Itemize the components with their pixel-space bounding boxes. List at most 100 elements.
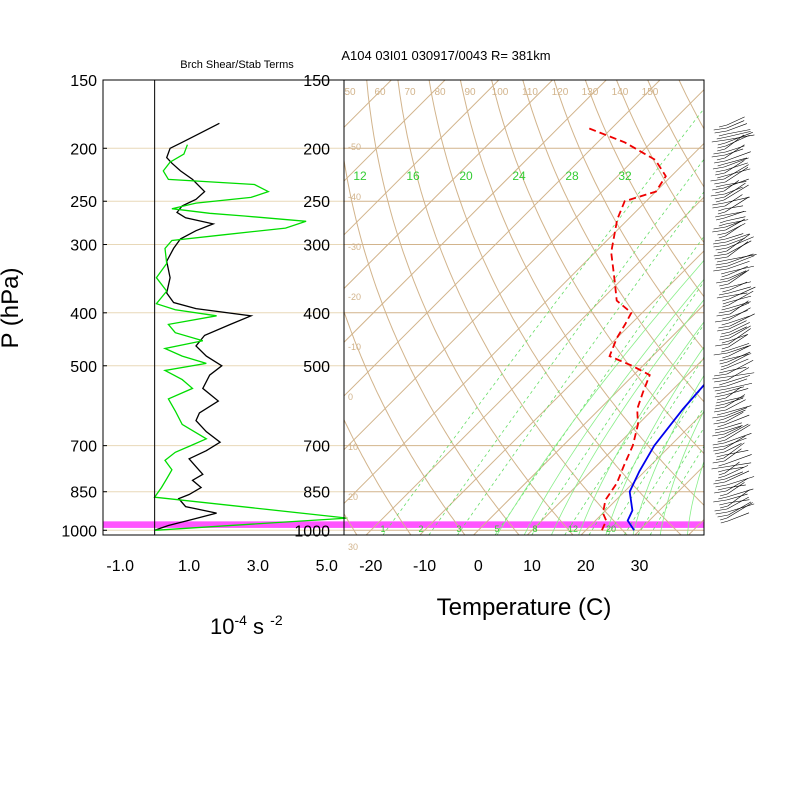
wind-barb <box>727 477 754 485</box>
wind-barb-flag <box>720 494 727 496</box>
wind-barb-flag <box>715 173 725 175</box>
wind-barb-flag <box>720 359 728 361</box>
wind-barb-flag <box>718 164 725 166</box>
wind-barb-flag <box>715 320 729 322</box>
wind-barb-flag <box>722 356 728 358</box>
shear-panel-title: Brch Shear/Stab Terms <box>180 59 294 71</box>
mixing-ratio-line <box>565 95 800 535</box>
wind-barb-flag <box>717 149 725 151</box>
wind-barb-flag <box>713 269 727 271</box>
wind-barb-flag <box>713 242 726 244</box>
wind-barb-flag <box>713 152 725 154</box>
wind-barb-flag <box>716 458 724 460</box>
wind-barb-flag <box>714 380 727 382</box>
wind-barb-flag <box>722 305 728 307</box>
wind-barb-flag <box>719 383 726 385</box>
wind-barb <box>728 254 753 263</box>
wind-barb <box>727 237 754 248</box>
wind-barb-flag <box>720 287 729 289</box>
wind-barb-flag <box>715 389 727 391</box>
wind-barb-flag <box>714 410 726 412</box>
wind-barb-flag <box>718 251 727 253</box>
isotherm <box>742 80 800 535</box>
dry-adiabat <box>710 80 800 535</box>
wind-barb-flag <box>718 515 729 517</box>
wind-barb <box>725 387 744 392</box>
dry-adiabat <box>773 80 800 535</box>
dry-adiabat <box>741 80 800 535</box>
wind-barb-flag <box>714 161 725 163</box>
wind-barb-flag <box>716 170 726 172</box>
wind-barb-flag <box>719 371 727 373</box>
wind-barb <box>729 282 751 287</box>
dry-adiabat-label: 60 <box>374 87 386 98</box>
wind-barb <box>729 308 751 320</box>
wind-barb-flag <box>713 443 725 445</box>
left-x-tick-label: -1.0 <box>106 558 134 575</box>
wind-barb-flag <box>715 191 724 193</box>
wind-barb-flag <box>717 392 726 394</box>
wind-barb-flag <box>714 422 726 424</box>
wind-barb-flag <box>713 449 724 451</box>
skewt-title: A104 03I01 030917/0043 R= 381km <box>341 48 550 63</box>
wind-barb-flag <box>717 260 727 262</box>
wind-barb-flag <box>716 512 728 514</box>
wind-barb-flag <box>717 296 729 298</box>
wind-barb <box>728 502 751 515</box>
isotherm-label: -20 <box>348 292 361 302</box>
wind-barb-flag <box>715 197 725 199</box>
mixing-ratio-line <box>638 95 800 535</box>
wind-barb <box>726 135 750 146</box>
mixing-ratio-label: 28 <box>565 169 579 183</box>
mixing-ratio-label: 12 <box>353 169 367 183</box>
wind-barb-flag <box>722 347 729 349</box>
wind-barb <box>725 197 749 212</box>
wind-barb-flag <box>715 239 726 241</box>
skewt-x-tick-label: 20 <box>577 558 595 575</box>
wind-barb-flag <box>714 254 727 256</box>
wind-barb-flag <box>722 290 729 292</box>
wind-barb-flag <box>712 377 726 379</box>
wind-barb-flag <box>718 425 725 427</box>
wind-barb-flag <box>719 338 729 340</box>
skewt-profile-0 <box>628 117 800 531</box>
wind-barb-flag <box>712 416 725 418</box>
left-series-line-0 <box>155 123 251 530</box>
wind-barb <box>728 490 750 506</box>
wind-barb-flag <box>719 473 725 475</box>
wind-barb-flag <box>716 263 728 265</box>
wind-barb <box>729 271 746 278</box>
dry-adiabat-label: 70 <box>404 87 416 98</box>
skewt-y-tick-label: 200 <box>303 141 330 158</box>
left-x-tick-label: 5.0 <box>316 558 338 575</box>
skewt-x-tick-label: 10 <box>523 558 541 575</box>
wind-barb <box>725 471 749 482</box>
left-y-tick-label: 700 <box>70 439 97 456</box>
mixing-ratio-bottom-label: 20 <box>606 524 616 534</box>
dry-adiabat-label: 130 <box>582 87 599 98</box>
wind-barb-flag <box>718 212 725 214</box>
dry-adiabat-label: 110 <box>522 87 538 98</box>
wind-barb-flag <box>720 362 728 364</box>
wind-barb-flag <box>717 233 726 235</box>
wind-barb-flag <box>721 350 729 352</box>
skewt-y-tick-label: 300 <box>303 238 330 255</box>
wind-barb-flag <box>717 398 726 400</box>
dry-adiabat-label: 140 <box>612 87 629 98</box>
left-y-tick-label: 200 <box>70 141 97 158</box>
left-y-tick-label: 400 <box>70 306 97 323</box>
wind-barb-flag <box>716 218 724 220</box>
wind-barb-flag <box>713 446 725 448</box>
left-y-tick-label: 300 <box>70 238 97 255</box>
wind-barb <box>727 124 747 131</box>
wind-barb-flag <box>719 224 726 226</box>
wind-barb <box>724 169 750 176</box>
wind-barb-flag <box>712 155 725 157</box>
isotherm-label: -30 <box>348 242 361 252</box>
wind-barb-flag <box>716 248 727 250</box>
wind-barb-flag <box>718 497 727 499</box>
skewt-x-tick-label: 30 <box>631 558 649 575</box>
